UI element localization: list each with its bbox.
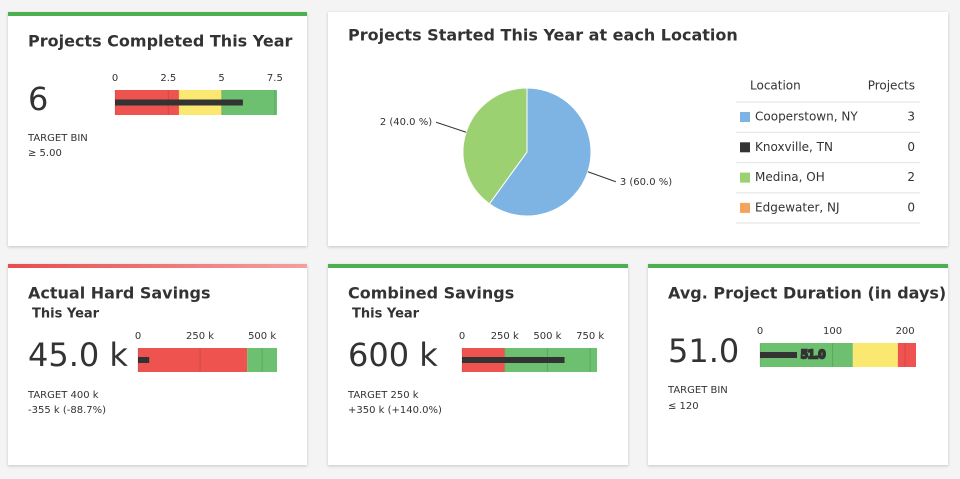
slice-label: 2 (40.0 %) — [380, 117, 432, 128]
bullet-band — [852, 343, 898, 367]
bullet-bar — [138, 357, 150, 363]
card-title: Actual Hard Savings — [28, 284, 210, 303]
legend-label: Cooperstown, NY — [755, 110, 858, 124]
table-value: 2 — [907, 170, 915, 184]
legend-swatch — [740, 202, 750, 213]
legend-label: Knoxville, TN — [755, 140, 833, 154]
bullet-tick-label: 250 k — [491, 331, 519, 342]
table-value: 0 — [907, 200, 915, 214]
bullet-band — [897, 343, 916, 367]
target-text: ≤ 120 — [668, 401, 699, 412]
legend-label: Edgewater, NJ — [755, 200, 840, 214]
bullet-tick-label: 200 — [896, 326, 915, 337]
pie-slice — [488, 87, 592, 217]
legend-swatch — [740, 172, 750, 183]
table-value: 0 — [907, 140, 915, 154]
leader-line — [435, 121, 467, 133]
bullet-band — [247, 348, 277, 372]
card-subtitle: This Year — [32, 307, 100, 322]
bullet-bar — [115, 99, 243, 106]
target-label: TARGET BIN — [27, 133, 88, 144]
bullet-tick-label: 750 k — [576, 331, 604, 342]
card-title: Combined Savings — [348, 284, 514, 303]
bullet-bar — [760, 352, 798, 358]
kpi-value: 6 — [28, 80, 48, 118]
card-title: Projects Completed This Year — [28, 32, 293, 51]
bullet-band — [138, 348, 248, 372]
legend-swatch — [740, 112, 750, 122]
bullet-tick-label: 7.5 — [267, 73, 283, 84]
bullet-bar — [462, 357, 565, 363]
pie-slice — [462, 87, 528, 205]
target-label: TARGET BIN — [667, 385, 728, 396]
bullet-tick-label: 500 k — [248, 331, 276, 342]
bullet-tick-label: 0 — [459, 331, 465, 342]
kpi-value: 600 k — [348, 336, 438, 374]
card-subtitle: This Year — [352, 307, 420, 322]
bullet-tick-label: 100 — [823, 326, 842, 337]
legend-swatch — [740, 142, 750, 153]
bullet-value-label: 51.0 — [801, 348, 826, 361]
bullet-tick-label: 0 — [135, 331, 141, 342]
chart-title: Projects Started This Year at each Locat… — [348, 26, 738, 45]
table-value: 3 — [907, 110, 915, 124]
bullet-tick-label: 0 — [757, 326, 763, 337]
bullet-tick-label: 5 — [218, 73, 224, 84]
legend-label: Medina, OH — [755, 170, 825, 184]
target-label: TARGET 400 k — [27, 390, 99, 401]
target-text: ≥ 5.00 — [28, 148, 62, 159]
table-header: Location — [750, 79, 801, 93]
leader-line — [587, 171, 617, 183]
target-text: -355 k (-88.7%) — [28, 405, 106, 416]
kpi-card — [8, 12, 307, 246]
card-title: Avg. Project Duration (in days) — [668, 284, 946, 303]
pie-card — [328, 12, 948, 246]
target-label: TARGET 250 k — [347, 390, 419, 401]
table-header: Projects — [868, 79, 915, 93]
bullet-tick-label: 2.5 — [160, 73, 176, 84]
bullet-tick-label: 250 k — [186, 331, 214, 342]
target-text: +350 k (+140.0%) — [348, 405, 442, 416]
kpi-value: 45.0 k — [28, 336, 128, 374]
bullet-tick-label: 500 k — [533, 331, 561, 342]
bullet-tick-label: 0 — [112, 73, 118, 84]
slice-label: 3 (60.0 %) — [620, 177, 672, 188]
kpi-value: 51.0 — [668, 332, 739, 370]
